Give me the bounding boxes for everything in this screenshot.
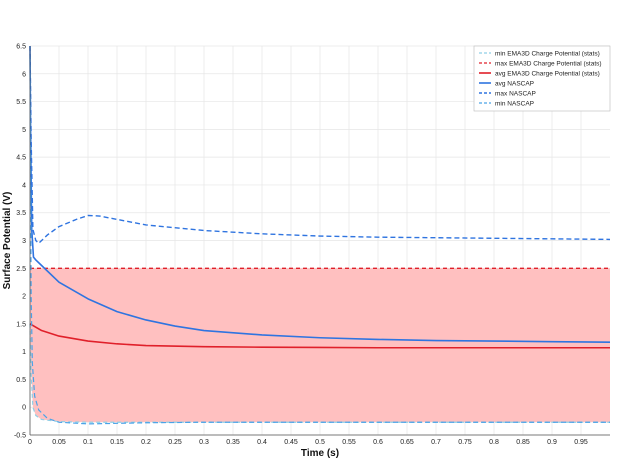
series-layer — [29, 45, 611, 425]
x-tick-label: 0.95 — [574, 439, 588, 446]
x-tick-label: 0.15 — [110, 439, 124, 446]
series-line-6 — [29, 57, 610, 425]
y-tick-label: 6.5 — [16, 44, 26, 51]
legend-entry: avg EMA3D Charge Potential (stats) — [495, 70, 600, 77]
x-tick-label: 0.6 — [373, 439, 383, 446]
x-tick-label: 0.75 — [458, 439, 472, 446]
y-tick-label: 3.5 — [16, 210, 26, 217]
y-tick-label: 1 — [22, 349, 26, 356]
x-axis-label: Time (s) — [301, 448, 339, 459]
ticks: -0.500.511.522.533.544.555.566.50 0.05 0.1… — [14, 44, 588, 447]
axes — [29, 46, 610, 436]
series-line-5 — [29, 45, 611, 244]
y-tick-label: 2.5 — [16, 266, 26, 273]
legend-entry: min NASCAP — [495, 100, 534, 107]
x-tick-label: 0.85 — [516, 439, 530, 446]
x-tick-label: 0.5 — [315, 439, 325, 446]
y-tick-label: 6 — [22, 71, 26, 78]
x-tick-label: 0.9 — [547, 439, 557, 446]
x-tick-label: 0.55 — [342, 439, 356, 446]
y-tick-label: -0.5 — [14, 433, 26, 440]
y-tick-label: 4.5 — [16, 155, 26, 162]
x-tick-label: 0.7 — [431, 439, 441, 446]
y-tick-label: 3 — [22, 238, 26, 245]
x-tick-label: 0 — [28, 439, 32, 446]
y-tick-label: 5.5 — [16, 99, 26, 106]
series-line-3 — [29, 323, 610, 349]
shaded-range-band — [30, 268, 610, 423]
x-tick-label: 0.1 — [83, 439, 93, 446]
y-tick-label: 0.5 — [16, 377, 26, 384]
x-tick-label: 0.3 — [199, 439, 209, 446]
y-tick-label: 4 — [22, 182, 26, 189]
legend-entry: max EMA3D Charge Potential (stats) — [495, 60, 602, 67]
plot-area: -0.500.511.522.533.544.555.566.50 0.05 0.1… — [14, 44, 611, 447]
legend-entry: min EMA3D Charge Potential (stats) — [495, 50, 600, 57]
legend-entry: avg NASCAP — [495, 80, 534, 87]
x-tick-label: 0.45 — [284, 439, 298, 446]
x-tick-label: 0.05 — [52, 439, 66, 446]
x-tick-label: 0.25 — [168, 439, 182, 446]
x-tick-label: 0.8 — [489, 439, 499, 446]
x-tick-label: 0.2 — [141, 439, 151, 446]
x-tick-label: 0.4 — [257, 439, 267, 446]
y-tick-label: 2 — [22, 294, 26, 301]
x-tick-label: 0.35 — [226, 439, 240, 446]
y-axis-label: Surface Potential (V) — [2, 192, 13, 290]
y-tick-label: 5 — [22, 127, 26, 134]
series-line-4 — [29, 45, 611, 343]
band-layer — [30, 268, 610, 423]
x-tick-label: 0.65 — [400, 439, 414, 446]
legend-box — [473, 45, 611, 112]
series-line-1 — [29, 323, 610, 423]
legend: min EMA3D Charge Potential (stats) max EM… — [473, 45, 611, 112]
y-tick-label: 1.5 — [16, 321, 26, 328]
y-tick-label: 0 — [22, 405, 26, 412]
legend-entry: max NASCAP — [495, 90, 536, 97]
